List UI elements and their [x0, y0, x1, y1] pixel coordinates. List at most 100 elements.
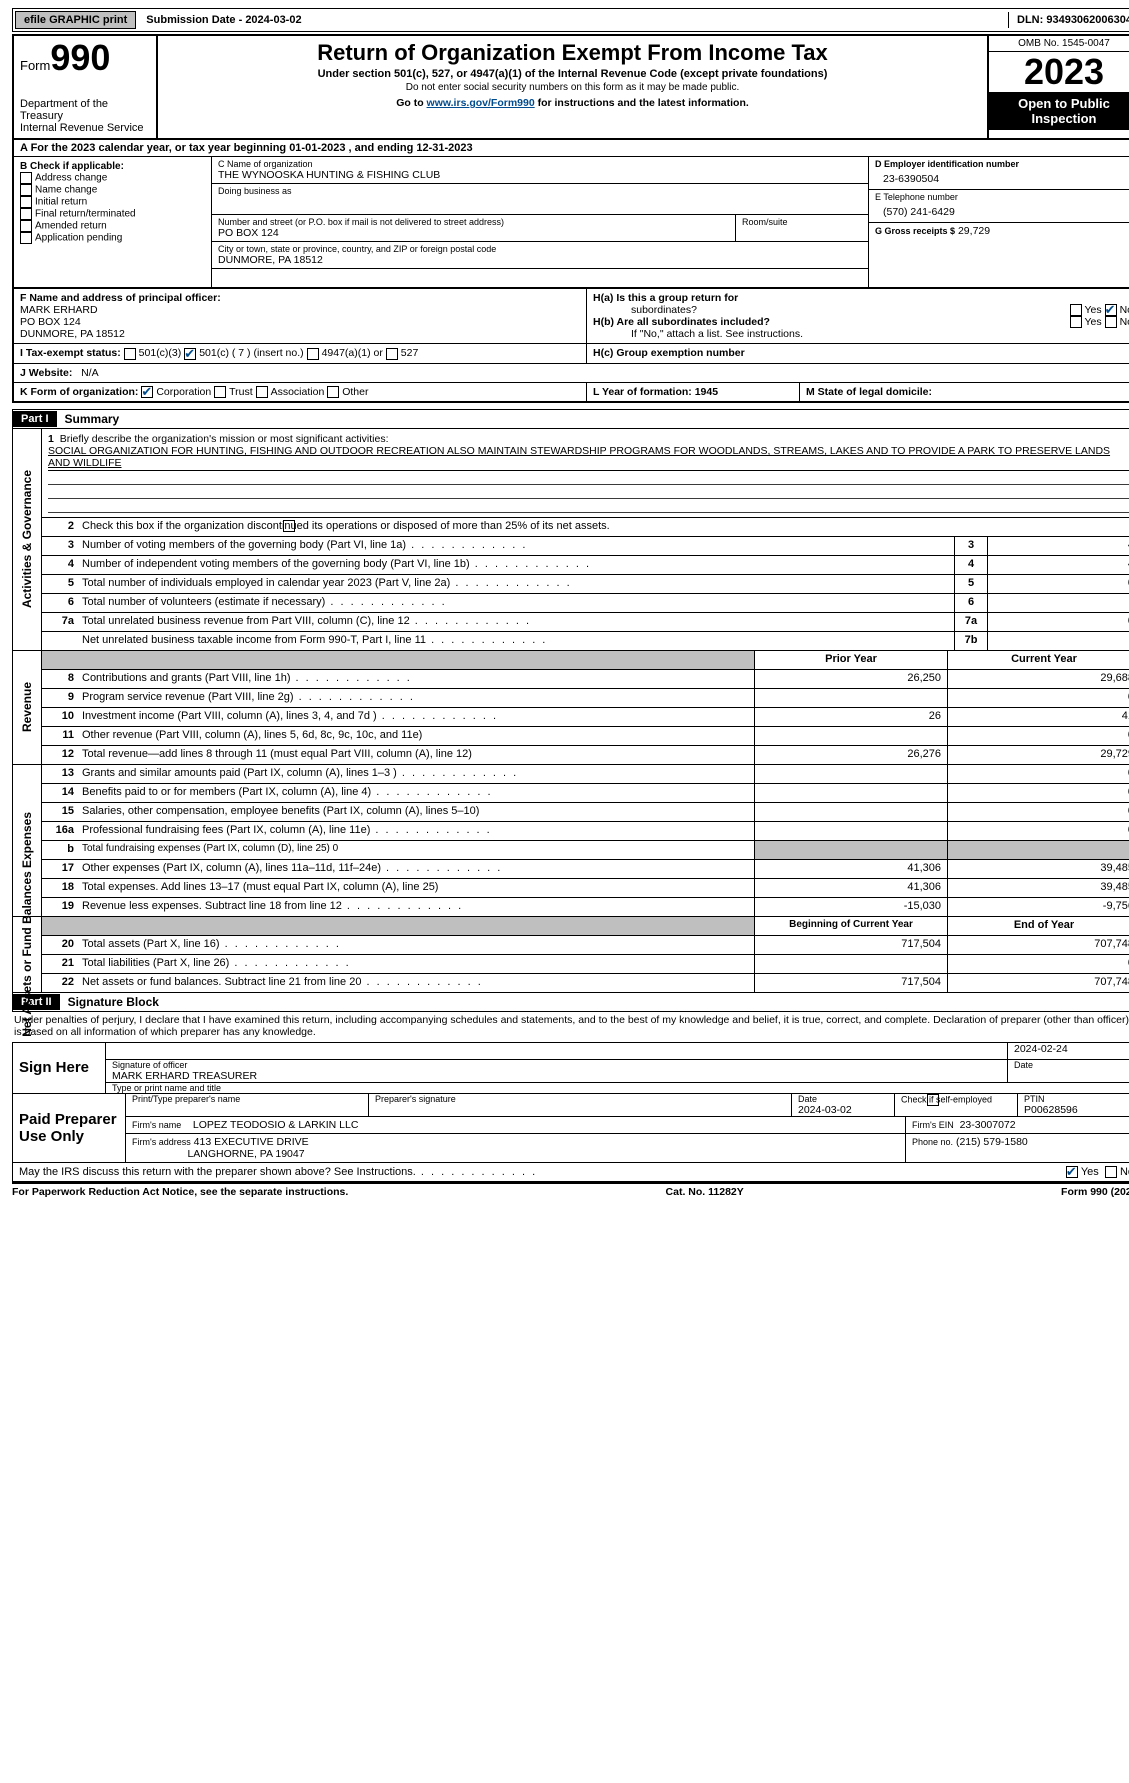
part1-header: Part I Summary	[12, 409, 1129, 429]
goto-post: for instructions and the latest informat…	[535, 97, 749, 109]
box-d-e-g: D Employer identification number 23-6390…	[869, 157, 1129, 287]
tax-year: 2023	[989, 52, 1129, 92]
irs-link[interactable]: www.irs.gov/Form990	[427, 97, 535, 109]
l9: Program service revenue (Part VIII, line…	[78, 689, 754, 707]
chk-other[interactable]	[327, 386, 339, 398]
l17: Other expenses (Part IX, column (A), lin…	[78, 860, 754, 878]
submission-date: Submission Date - 2024-03-02	[138, 12, 1009, 28]
v7a: 0	[987, 613, 1129, 631]
gross-label: G Gross receipts $	[875, 226, 955, 236]
part2-header: Part II Signature Block	[12, 993, 1129, 1012]
chk-final-return[interactable]	[20, 208, 32, 220]
side-exp: Expenses	[20, 812, 34, 868]
side-net: Net Assets or Fund Balances	[20, 872, 34, 1038]
org-name: THE WYNOOSKA HUNTING & FISHING CLUB	[218, 169, 862, 181]
chk-501c3[interactable]	[124, 348, 136, 360]
tax-period: A For the 2023 calendar year, or tax yea…	[12, 140, 1129, 157]
telephone: (570) 241-6429	[875, 202, 1129, 220]
topbar: efile GRAPHIC print Submission Date - 20…	[12, 8, 1129, 32]
prior-year-hdr: Prior Year	[754, 651, 947, 669]
chk-4947[interactable]	[307, 348, 319, 360]
psig-label: Preparer's signature	[369, 1094, 792, 1116]
chk-discontinued[interactable]	[283, 520, 295, 532]
chk-discuss-yes[interactable]	[1066, 1166, 1078, 1178]
signature-block: Sign Here 2024-02-24 Signature of office…	[12, 1042, 1129, 1163]
chk-trust[interactable]	[214, 386, 226, 398]
side-rev: Revenue	[20, 682, 34, 732]
form-word: Form	[20, 58, 50, 73]
discuss-row: May the IRS discuss this return with the…	[12, 1163, 1129, 1182]
firm-addr: 413 EXECUTIVE DRIVE	[194, 1136, 309, 1148]
chk-501c[interactable]	[184, 348, 196, 360]
hb-label: H(b) Are all subordinates included?	[593, 316, 770, 328]
irs-label: Internal Revenue Service	[20, 122, 150, 134]
l2: Check this box if the organization disco…	[82, 520, 610, 532]
l7a: Total unrelated business revenue from Pa…	[78, 613, 954, 631]
dln: DLN: 93493062006304	[1009, 12, 1129, 28]
dba-label: Doing business as	[218, 186, 862, 196]
row-k-l-m: K Form of organization: Corporation Trus…	[12, 383, 1129, 403]
ha-sub: subordinates?	[593, 304, 1070, 316]
l11: Other revenue (Part VIII, column (A), li…	[78, 727, 754, 745]
l18: Total expenses. Add lines 13–17 (must eq…	[78, 879, 754, 897]
chk-corp[interactable]	[141, 386, 153, 398]
firm-ein: 23-3007072	[960, 1119, 1016, 1131]
l22: Net assets or fund balances. Subtract li…	[78, 974, 754, 992]
v4: 4	[987, 556, 1129, 574]
l6: Total number of volunteers (estimate if …	[78, 594, 954, 612]
ssn-note: Do not enter social security numbers on …	[164, 82, 981, 93]
city-label: City or town, state or province, country…	[218, 244, 862, 254]
sign-here-label: Sign Here	[13, 1043, 106, 1093]
chk-amended[interactable]	[20, 220, 32, 232]
chk-ha-yes[interactable]	[1070, 304, 1082, 316]
chk-initial-return[interactable]	[20, 196, 32, 208]
end-hdr: End of Year	[947, 917, 1129, 935]
chk-app-pending[interactable]	[20, 232, 32, 244]
city-state-zip: DUNMORE, PA 18512	[218, 254, 862, 266]
part1-title: Summary	[57, 410, 128, 428]
l5: Total number of individuals employed in …	[78, 575, 954, 593]
l16b: Total fundraising expenses (Part IX, col…	[78, 841, 754, 859]
expenses-table: Expenses 13Grants and similar amounts pa…	[12, 765, 1129, 917]
curr-year-hdr: Current Year	[947, 651, 1129, 669]
ha-label: H(a) Is this a group return for	[593, 292, 738, 304]
chk-ha-no[interactable]	[1105, 304, 1117, 316]
form-title: Return of Organization Exempt From Incom…	[164, 40, 981, 66]
officer-addr2: DUNMORE, PA 18512	[20, 328, 580, 340]
prep-date: 2024-03-02	[798, 1104, 888, 1116]
efile-print-button[interactable]: efile GRAPHIC print	[15, 11, 136, 29]
v6	[987, 594, 1129, 612]
l14: Benefits paid to or for members (Part IX…	[78, 784, 754, 802]
pname-label: Print/Type preparer's name	[126, 1094, 369, 1116]
box-m: M State of legal domicile:	[806, 386, 932, 398]
type-label: Type or print name and title	[106, 1083, 1129, 1093]
addr-label: Number and street (or P.O. box if mail i…	[218, 217, 729, 227]
tel-label: E Telephone number	[875, 192, 1129, 202]
perjury-declaration: Under penalties of perjury, I declare th…	[12, 1012, 1129, 1040]
part1-bar: Part I	[13, 411, 57, 427]
hc-label: H(c) Group exemption number	[593, 347, 745, 359]
cat-no: Cat. No. 11282Y	[666, 1186, 744, 1198]
chk-discuss-no[interactable]	[1105, 1166, 1117, 1178]
box-i-label: I Tax-exempt status:	[20, 347, 121, 359]
chk-name-change[interactable]	[20, 184, 32, 196]
chk-hb-yes[interactable]	[1070, 316, 1082, 328]
chk-self-employed[interactable]	[927, 1094, 939, 1106]
chk-address-change[interactable]	[20, 172, 32, 184]
l4: Number of independent voting members of …	[78, 556, 954, 574]
sig-label: Signature of officer	[112, 1060, 1001, 1070]
chk-assoc[interactable]	[256, 386, 268, 398]
l7b: Net unrelated business taxable income fr…	[78, 632, 954, 650]
l20: Total assets (Part X, line 16)	[78, 936, 754, 954]
goto-pre: Go to	[396, 97, 426, 109]
v5: 0	[987, 575, 1129, 593]
chk-hb-no[interactable]	[1105, 316, 1117, 328]
l8: Contributions and grants (Part VIII, lin…	[78, 670, 754, 688]
revenue-table: Revenue Prior YearCurrent Year 8Contribu…	[12, 651, 1129, 765]
sign-date: 2024-02-24	[1014, 1043, 1129, 1055]
form-990-page: efile GRAPHIC print Submission Date - 20…	[0, 0, 1129, 1206]
chk-527[interactable]	[386, 348, 398, 360]
room-label: Room/suite	[742, 217, 862, 227]
firm-phone: (215) 579-1580	[956, 1136, 1028, 1148]
paid-prep-label: Paid Preparer Use Only	[13, 1094, 126, 1162]
